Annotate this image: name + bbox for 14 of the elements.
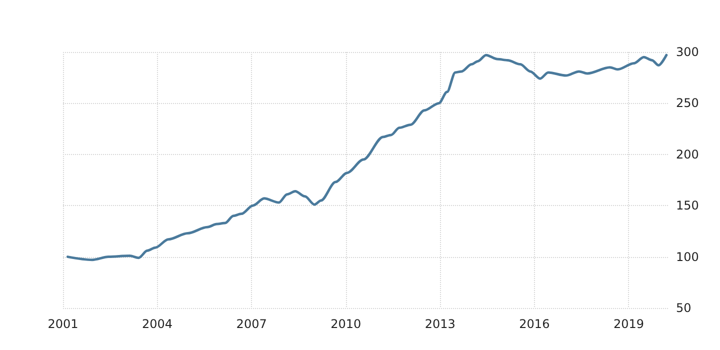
y-tick-label: 100 — [676, 250, 699, 264]
x-tick-label: 2007 — [236, 317, 267, 331]
y-tick-label: 150 — [676, 198, 699, 213]
y-tick-label: 300 — [676, 45, 699, 59]
line-series — [66, 54, 668, 262]
y-tick-label: 250 — [676, 96, 699, 110]
x-tick-label: 2013 — [424, 317, 456, 331]
x-tick-label: 2001 — [48, 317, 78, 331]
x-tick-label: 2004 — [142, 317, 173, 331]
x-tick-label: 2016 — [519, 317, 550, 331]
x-tick-label: 2019 — [613, 317, 644, 331]
y-tick-label: 50 — [676, 301, 692, 315]
x-tick-label: 2010 — [330, 317, 362, 331]
y-tick-label: 200 — [676, 147, 699, 162]
